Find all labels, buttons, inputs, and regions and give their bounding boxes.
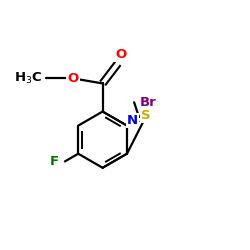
Text: O: O	[115, 48, 126, 61]
Text: F: F	[50, 155, 59, 168]
Text: O: O	[68, 72, 79, 85]
Text: S: S	[142, 109, 151, 122]
Text: H$_3$C: H$_3$C	[14, 71, 43, 86]
Text: Br: Br	[140, 96, 157, 109]
Text: N: N	[127, 114, 138, 127]
